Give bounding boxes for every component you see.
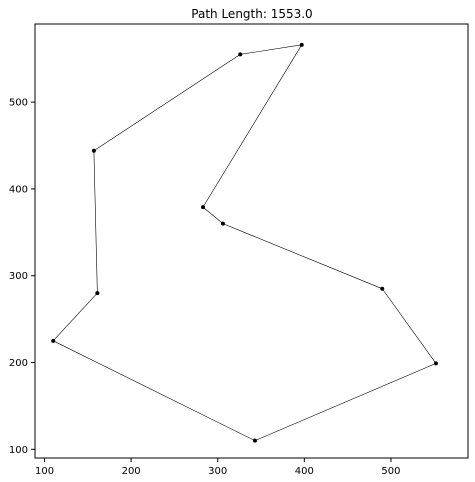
axis-ticks: 100 200 300 400 500 100 200 300 400 500 — [9, 98, 401, 477]
path-segment — [93, 54, 241, 151]
path-segment — [240, 44, 302, 55]
x-tick-label: 100 — [35, 466, 54, 477]
y-tick-label: 400 — [9, 184, 28, 195]
y-tick-label: 200 — [9, 358, 28, 369]
path-segment — [53, 340, 256, 441]
path-point — [252, 438, 257, 443]
path-point — [238, 52, 243, 57]
path-point — [201, 205, 206, 210]
path-segment — [202, 44, 302, 208]
x-tick-label: 300 — [208, 466, 227, 477]
path-point — [91, 148, 96, 153]
y-tick-label: 300 — [9, 271, 28, 282]
path-points — [51, 42, 438, 443]
path-segment — [202, 206, 224, 224]
path-segment — [222, 223, 383, 290]
path-segment — [382, 288, 437, 364]
path-point — [433, 361, 438, 366]
y-tick-label: 500 — [9, 98, 28, 109]
path-point — [51, 338, 56, 343]
path-point — [95, 291, 100, 296]
x-tick-label: 400 — [295, 466, 314, 477]
path-point — [380, 286, 385, 291]
y-tick-label: 100 — [9, 445, 28, 456]
x-tick-label: 500 — [381, 466, 400, 477]
path-point — [299, 42, 304, 47]
path-segment — [93, 150, 98, 294]
x-tick-label: 200 — [122, 466, 141, 477]
path-segment — [52, 292, 98, 342]
path-segment — [254, 363, 437, 441]
path-series — [52, 44, 437, 441]
chart-title: Path Length: 1553.0 — [191, 7, 312, 21]
plot-frame — [34, 23, 469, 459]
path-point — [220, 221, 225, 226]
